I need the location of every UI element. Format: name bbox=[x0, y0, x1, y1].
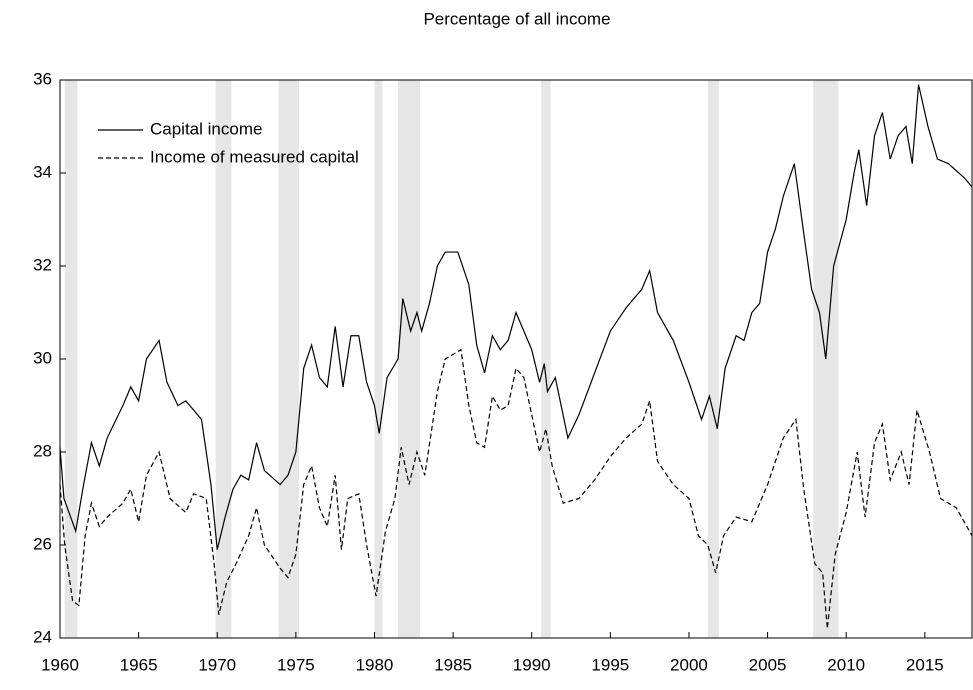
shaded-period bbox=[64, 80, 78, 638]
x-tick-label: 1995 bbox=[591, 655, 629, 674]
y-tick-label: 32 bbox=[33, 255, 52, 274]
shaded-period bbox=[398, 80, 421, 638]
y-tick-label: 30 bbox=[33, 348, 52, 367]
y-tick-label: 26 bbox=[33, 534, 52, 553]
legend-label: Capital income bbox=[150, 119, 262, 138]
x-tick-label: 2010 bbox=[827, 655, 865, 674]
x-tick-label: 2000 bbox=[670, 655, 708, 674]
x-tick-label: 2015 bbox=[906, 655, 944, 674]
y-tick-label: 36 bbox=[33, 69, 52, 88]
x-tick-label: 1990 bbox=[513, 655, 551, 674]
chart-title: Percentage of all income bbox=[423, 9, 610, 28]
y-tick-label: 28 bbox=[33, 441, 52, 460]
x-tick-label: 1960 bbox=[41, 655, 79, 674]
series-line bbox=[59, 348, 973, 629]
x-tick-label: 1985 bbox=[434, 655, 472, 674]
y-tick-label: 24 bbox=[33, 627, 52, 646]
legend-label: Income of measured capital bbox=[150, 147, 359, 166]
y-tick-label: 34 bbox=[33, 162, 52, 181]
shaded-period bbox=[541, 80, 551, 638]
shaded-period bbox=[278, 80, 300, 638]
series-line bbox=[59, 84, 973, 550]
x-tick-label: 1975 bbox=[277, 655, 315, 674]
x-tick-label: 2005 bbox=[749, 655, 787, 674]
shaded-period bbox=[215, 80, 232, 638]
shaded-period bbox=[374, 80, 383, 638]
x-tick-label: 1970 bbox=[198, 655, 236, 674]
shaded-period bbox=[707, 80, 719, 638]
x-tick-label: 1980 bbox=[356, 655, 394, 674]
x-tick-label: 1965 bbox=[120, 655, 158, 674]
